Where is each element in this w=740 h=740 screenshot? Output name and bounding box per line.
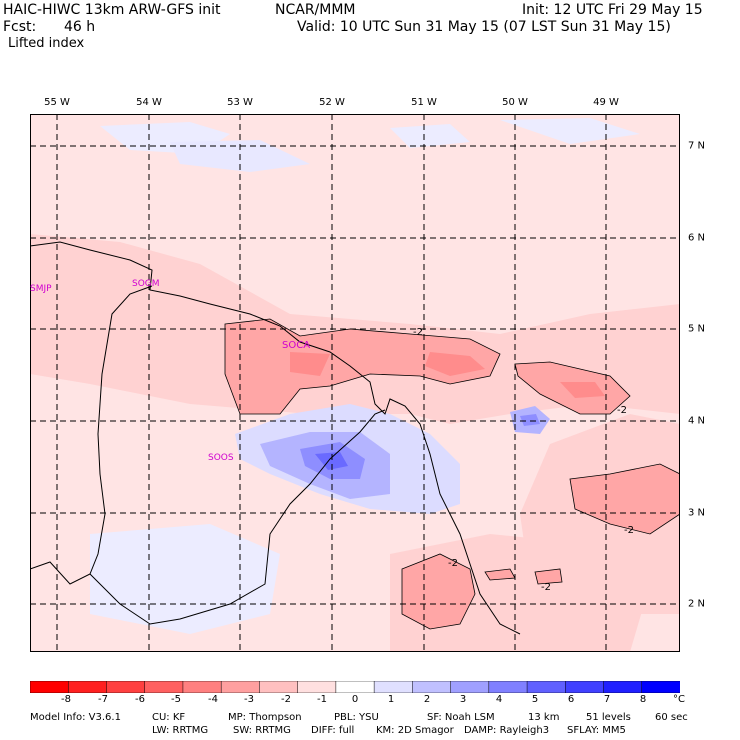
lon-label: 49 W [593,97,619,108]
contour-region [569,463,680,535]
footer-item: MP: Thompson [228,712,302,723]
colorbar-swatch [526,681,567,693]
org-label: NCAR/MMM [275,2,356,18]
colorbar-swatch [641,681,680,693]
footer-item: KM: 2D Smagor [376,725,454,736]
colorbar-swatch [67,681,108,693]
colorbar-tick: -6 [135,694,145,705]
init-time: Init: 12 UTC Fri 29 May 15 [522,2,703,18]
footer-item: SF: Noah LSM [427,712,495,723]
station-label: SOCA [282,340,311,351]
footer-item: 13 km [528,712,560,723]
colorbar-tick: -7 [98,694,108,705]
colorbar-swatch [373,681,414,693]
colorbar-swatch [488,681,528,693]
forecast-hour: 46 h [64,19,96,35]
colorbar-swatch [450,681,490,693]
station-label: SOOS [208,453,234,463]
colorbar-swatch [412,681,452,693]
colorbar-tick: -4 [208,694,218,705]
valid-time: Valid: 10 UTC Sun 31 May 15 (07 LST Sun … [297,19,671,35]
field-name: Lifted index [8,36,85,51]
colorbar-swatch [106,681,146,693]
lon-label: 51 W [411,97,437,108]
field-patch [315,452,348,470]
footer-item: 60 sec [655,712,688,723]
station-label: SMJP [30,284,52,294]
colorbar-tick: 7 [603,694,611,705]
contour-label: -2 [413,327,423,338]
field-patch [520,414,540,426]
colorbar-swatch [297,681,337,693]
colorbar [30,681,680,693]
map-frame [30,114,680,652]
colorbar-tick: 3 [459,694,467,705]
field-patch [90,524,280,634]
footer-item: SFLAY: MM5 [567,725,626,736]
field-patch [390,124,470,148]
colorbar-swatch [220,681,261,693]
lon-label: 50 W [502,97,528,108]
colorbar-tick: -1 [317,694,327,705]
colorbar-swatch [30,681,69,693]
contour-label: -2 [541,582,551,593]
footer-item: 51 levels [586,712,631,723]
footer-item: DIFF: full [311,725,355,736]
colorbar-swatch [335,681,375,693]
colorbar-tick: 2 [423,694,431,705]
lon-label: 52 W [319,97,345,108]
colorbar-swatch [259,681,299,693]
footer-item: DAMP: Rayleigh3 [464,725,550,736]
colorbar-tick: -2 [281,694,291,705]
lon-label: 54 W [136,97,162,108]
lifted-index-map [30,114,680,652]
border-line [30,285,153,585]
colorbar-tick: 1 [387,694,395,705]
lat-label: 2 N [688,598,706,610]
contour-label: -2 [448,558,458,569]
border-line [89,409,386,625]
station-label: SOGM [132,279,160,289]
colorbar-tick: -5 [171,694,181,705]
lon-label: 53 W [227,97,253,108]
colorbar-swatch [565,681,605,693]
footer-item: LW: RRTMG [152,725,209,736]
footer-item: SW: RRTMG [233,725,291,736]
contour-region [534,568,563,585]
contour-label: -2 [624,525,634,536]
colorbar-tick: 0 [351,694,359,705]
forecast-label: Fcst: [3,19,37,35]
contour-label: -2 [617,405,627,416]
field-patch [560,382,605,398]
colorbar-tick: 5 [531,694,539,705]
colorbar-swatch [182,681,222,693]
colorbar-swatch [603,681,643,693]
footer-item: Model Info: V3.6.1 [30,712,121,723]
lat-label: 6 N [688,232,706,244]
colorbar-unit: °C [673,694,685,705]
footer-item: PBL: YSU [334,712,379,723]
lat-label: 3 N [688,507,706,519]
field-patch [290,352,330,376]
colorbar-swatch [144,681,184,693]
model-title: HAIC-HIWC 13km ARW-GFS init [3,2,221,18]
lat-label: 5 N [688,323,706,335]
lon-label: 55 W [44,97,70,108]
field-patch [500,118,640,144]
lat-label: 4 N [688,415,706,427]
colorbar-tick: 6 [567,694,575,705]
field-patch [425,352,485,376]
contour-region [401,553,476,630]
colorbar-tick: -8 [61,694,71,705]
colorbar-tick: 8 [639,694,647,705]
grid [30,114,680,652]
footer-item: CU: KF [152,712,186,723]
lat-label: 7 N [688,140,706,152]
colorbar-tick: -3 [244,694,254,705]
colorbar-tick: 4 [495,694,503,705]
coastline [30,241,521,635]
contour-region [224,318,501,415]
